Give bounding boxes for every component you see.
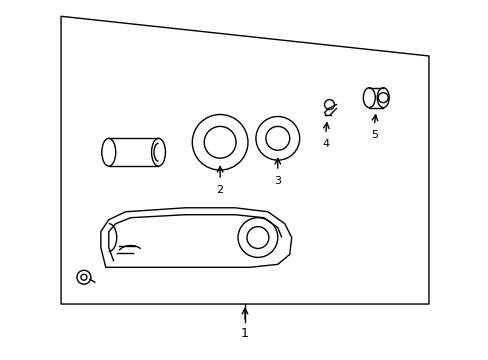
Text: 3: 3 bbox=[274, 176, 281, 186]
Text: 2: 2 bbox=[216, 185, 223, 195]
Text: 5: 5 bbox=[370, 130, 377, 140]
Text: 1: 1 bbox=[241, 327, 248, 340]
Text: 4: 4 bbox=[321, 139, 328, 149]
